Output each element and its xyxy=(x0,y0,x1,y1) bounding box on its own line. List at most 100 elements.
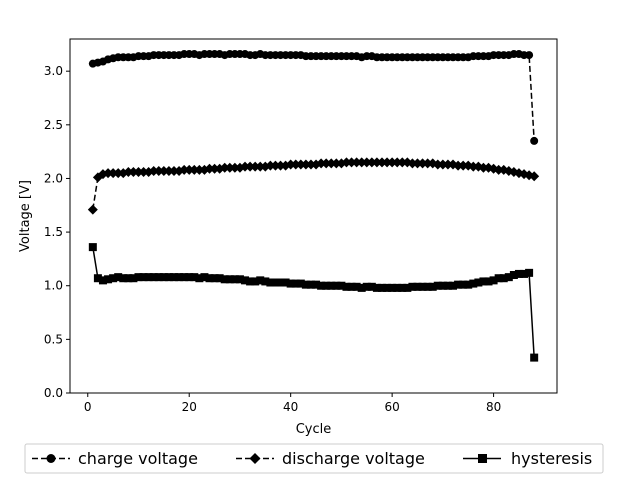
data-point-hysteresis xyxy=(88,243,97,252)
data-point-discharge-voltage xyxy=(204,163,215,174)
y-tick-label: 2.5 xyxy=(44,118,63,132)
data-point-discharge-voltage xyxy=(163,165,174,176)
data-point-discharge-voltage xyxy=(153,165,164,176)
legend-marker-diamond xyxy=(249,453,261,464)
series-charge-voltage xyxy=(88,50,539,145)
data-point-discharge-voltage xyxy=(453,160,464,171)
data-point-hysteresis xyxy=(230,275,239,284)
y-tick-label: 2.0 xyxy=(44,171,63,185)
series-discharge-voltage xyxy=(87,157,540,215)
y-tick-label: 0.0 xyxy=(44,386,63,400)
data-point-discharge-voltage xyxy=(493,164,504,175)
data-point-hysteresis xyxy=(205,274,214,283)
data-point-hysteresis xyxy=(271,278,280,287)
data-point-hysteresis xyxy=(403,283,412,292)
data-point-hysteresis xyxy=(388,283,397,292)
data-point-hysteresis xyxy=(347,282,356,291)
y-tick-label: 1.5 xyxy=(44,225,63,239)
data-point-hysteresis xyxy=(241,276,250,285)
data-point-hysteresis xyxy=(484,277,493,286)
data-point-hysteresis xyxy=(509,271,518,279)
data-point-hysteresis xyxy=(377,283,386,292)
legend-entry-discharge-voltage: discharge voltage xyxy=(236,449,425,468)
data-point-hysteresis xyxy=(489,276,498,285)
data-point-discharge-voltage xyxy=(437,159,448,170)
data-point-discharge-voltage xyxy=(285,159,296,170)
data-point-hysteresis xyxy=(281,278,290,287)
data-point-discharge-voltage xyxy=(123,167,134,178)
data-point-discharge-voltage xyxy=(240,161,251,172)
data-point-charge-voltage xyxy=(525,51,534,60)
data-point-hysteresis xyxy=(296,279,305,288)
data-point-hysteresis xyxy=(215,274,224,283)
x-tick-label: 60 xyxy=(384,400,399,414)
data-point-hysteresis xyxy=(104,275,113,284)
y-tick-label: 3.0 xyxy=(44,64,63,78)
data-point-hysteresis xyxy=(530,353,539,362)
data-point-discharge-voltage xyxy=(103,168,114,179)
data-point-discharge-voltage xyxy=(412,158,423,169)
data-point-hysteresis xyxy=(418,282,427,291)
data-point-hysteresis xyxy=(438,281,447,290)
data-point-hysteresis xyxy=(235,275,244,284)
data-point-hysteresis xyxy=(144,273,153,282)
data-point-hysteresis xyxy=(317,281,326,290)
legend-entry-hysteresis: hysteresis xyxy=(463,449,592,468)
data-point-hysteresis xyxy=(433,281,442,290)
data-point-hysteresis xyxy=(383,283,392,292)
data-point-hysteresis xyxy=(322,281,331,290)
data-point-hysteresis xyxy=(164,273,173,282)
x-tick-label: 40 xyxy=(283,400,298,414)
data-point-discharge-voltage xyxy=(158,165,169,176)
data-point-hysteresis xyxy=(251,277,260,286)
data-point-discharge-voltage xyxy=(300,159,311,170)
data-point-hysteresis xyxy=(190,273,199,282)
data-point-discharge-voltage xyxy=(397,157,408,168)
data-point-hysteresis xyxy=(210,274,219,283)
data-point-hysteresis xyxy=(114,273,123,282)
data-point-hysteresis xyxy=(200,273,209,282)
data-point-discharge-voltage xyxy=(417,158,428,169)
data-point-discharge-voltage xyxy=(376,157,387,168)
legend: charge voltage discharge voltage hystere… xyxy=(24,443,604,474)
data-point-discharge-voltage xyxy=(179,164,190,175)
data-point-hysteresis xyxy=(109,274,118,283)
data-point-discharge-voltage xyxy=(138,167,149,178)
data-point-discharge-voltage xyxy=(503,165,514,176)
data-point-hysteresis xyxy=(306,280,315,289)
data-point-discharge-voltage xyxy=(209,163,220,174)
data-point-hysteresis xyxy=(514,269,523,278)
data-point-hysteresis xyxy=(256,276,265,285)
axes-layer: 0 20 40 60 80 0.0 0.5 1.0 1.5 2.0 2.5 3.0 xyxy=(44,64,501,414)
data-point-discharge-voltage xyxy=(290,159,301,170)
data-point-discharge-voltage xyxy=(331,158,342,169)
plot-background xyxy=(70,39,557,393)
data-point-discharge-voltage xyxy=(108,168,119,179)
data-point-discharge-voltage xyxy=(361,157,372,168)
data-point-hysteresis xyxy=(504,273,513,282)
data-point-hysteresis xyxy=(220,275,229,284)
x-tick-label: 80 xyxy=(486,400,501,414)
data-point-hysteresis xyxy=(291,279,300,288)
data-point-hysteresis xyxy=(286,279,295,288)
data-point-hysteresis xyxy=(479,277,488,286)
data-point-discharge-voltage xyxy=(366,157,377,168)
data-point-discharge-voltage xyxy=(219,162,230,173)
data-point-hysteresis xyxy=(139,273,148,282)
data-point-hysteresis xyxy=(494,274,503,283)
data-point-hysteresis xyxy=(337,281,346,290)
data-point-discharge-voltage xyxy=(295,159,306,170)
plot-frame xyxy=(69,38,558,394)
data-point-discharge-voltage xyxy=(529,171,540,182)
data-point-discharge-voltage xyxy=(133,167,144,178)
legend-frame xyxy=(24,443,604,474)
data-point-discharge-voltage xyxy=(194,164,205,175)
data-point-hysteresis xyxy=(449,281,458,290)
data-point-charge-voltage xyxy=(530,136,539,145)
data-point-discharge-voltage xyxy=(346,157,357,168)
data-point-discharge-voltage xyxy=(275,160,286,171)
data-point-discharge-voltage xyxy=(392,157,403,168)
data-point-discharge-voltage xyxy=(128,167,139,178)
data-point-hysteresis xyxy=(352,282,361,291)
data-point-discharge-voltage xyxy=(229,162,240,173)
